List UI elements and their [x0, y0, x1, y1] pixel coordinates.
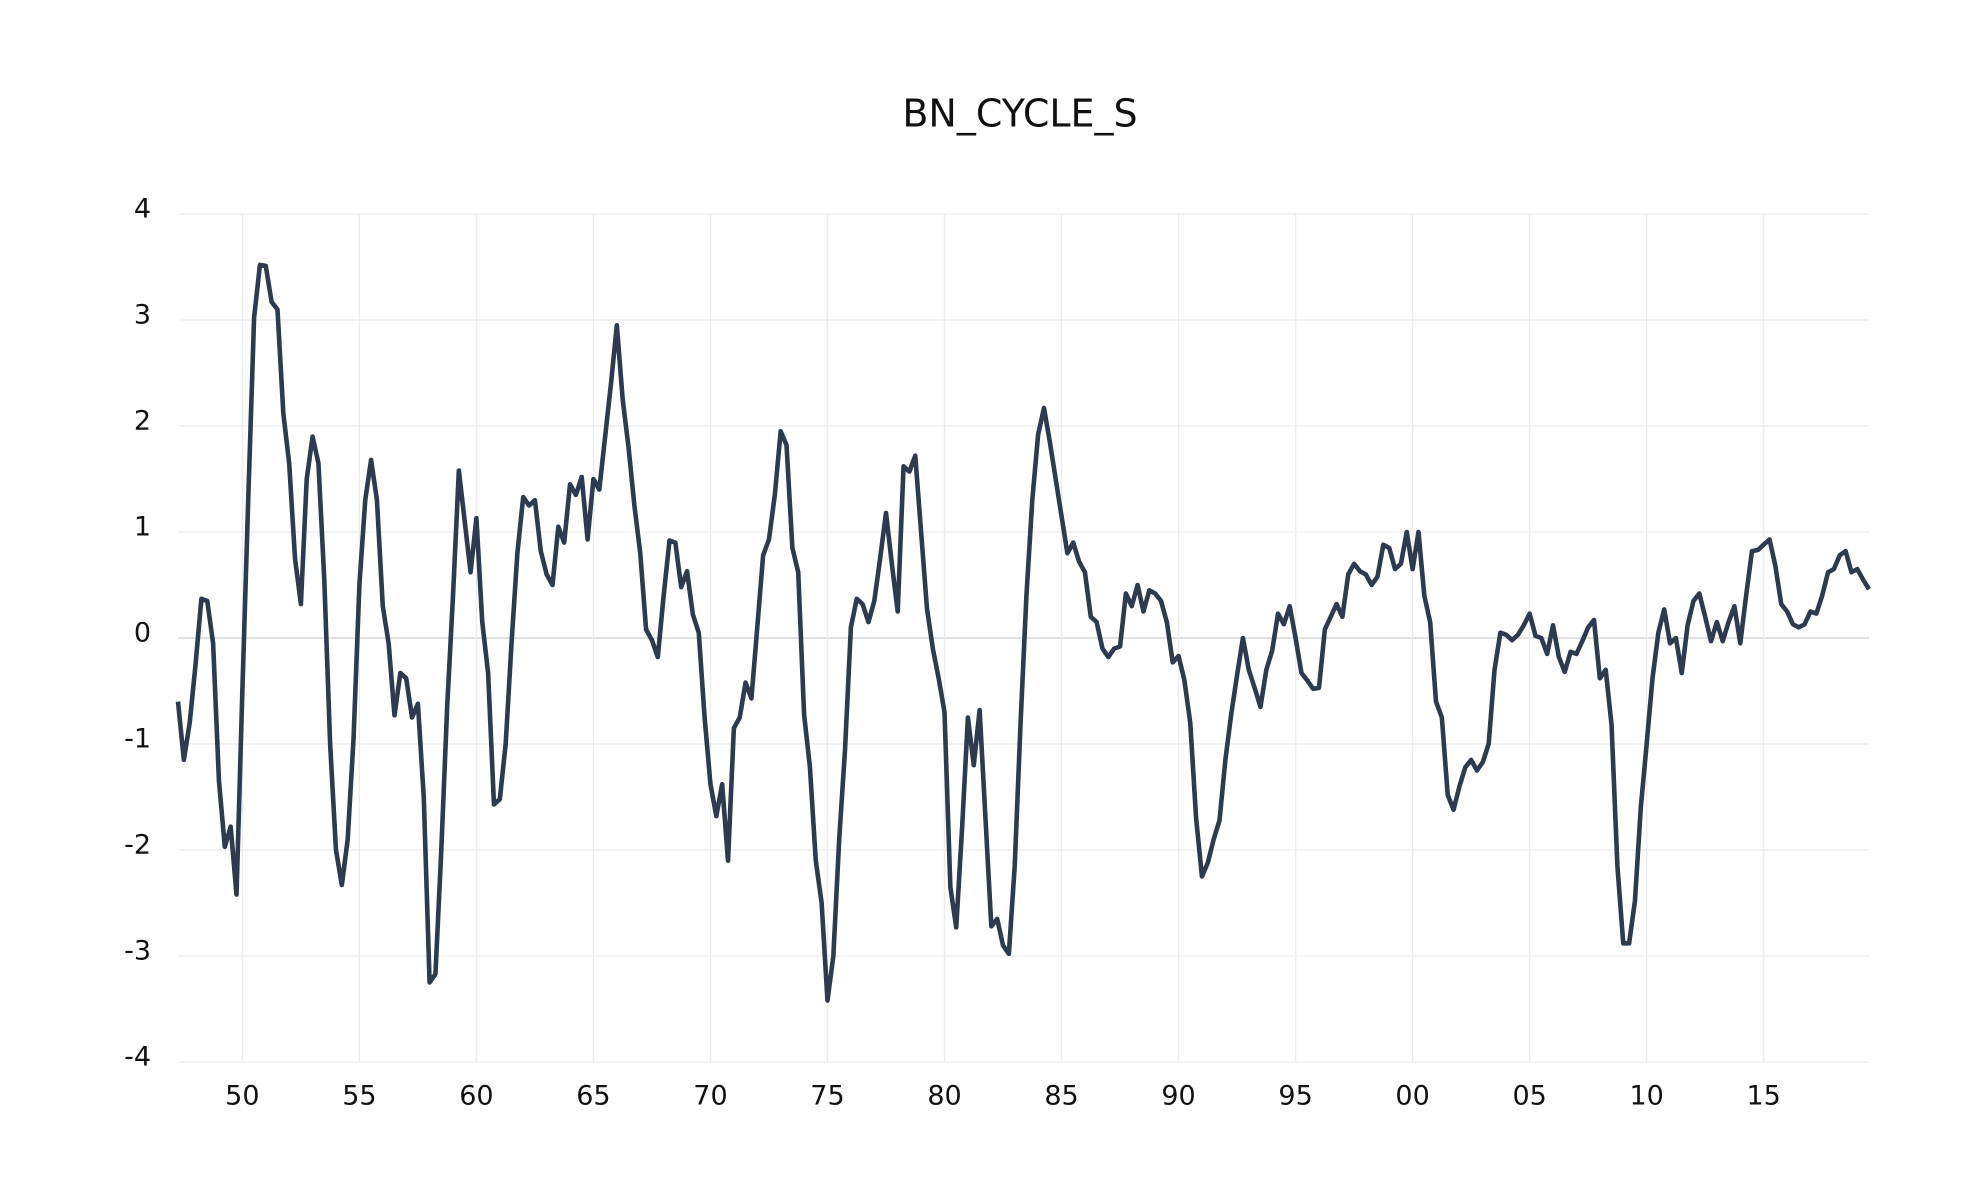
y-tick-label: 2: [134, 406, 151, 437]
y-tick-label: 0: [134, 618, 151, 649]
y-tick-label: -4: [124, 1042, 151, 1073]
y-tick-label: -2: [124, 830, 151, 861]
x-tick-label: 75: [810, 1081, 844, 1112]
x-tick-label: 05: [1512, 1081, 1546, 1112]
x-tick-label: 00: [1395, 1081, 1429, 1112]
x-tick-label: 60: [459, 1081, 493, 1112]
x-tick-label: 95: [1278, 1081, 1312, 1112]
x-tick-label: 85: [1044, 1081, 1078, 1112]
x-tick-label: 15: [1746, 1081, 1780, 1112]
y-tick-label: 4: [134, 194, 151, 225]
x-tick-label: 90: [1161, 1081, 1195, 1112]
x-tick-label: 50: [225, 1081, 259, 1112]
x-tick-label: 10: [1629, 1081, 1663, 1112]
y-tick-label: -3: [124, 936, 151, 967]
x-tick-label: 70: [693, 1081, 727, 1112]
x-tick-label: 65: [576, 1081, 610, 1112]
x-tick-label: 55: [342, 1081, 376, 1112]
y-tick-label: 1: [134, 512, 151, 543]
data-line: [175, 262, 1871, 1003]
chart-title: BN_CYCLE_S: [902, 92, 1137, 136]
x-tick-label: 80: [927, 1081, 961, 1112]
y-tick-label: 3: [134, 300, 151, 331]
y-tick-label: -1: [124, 724, 151, 755]
